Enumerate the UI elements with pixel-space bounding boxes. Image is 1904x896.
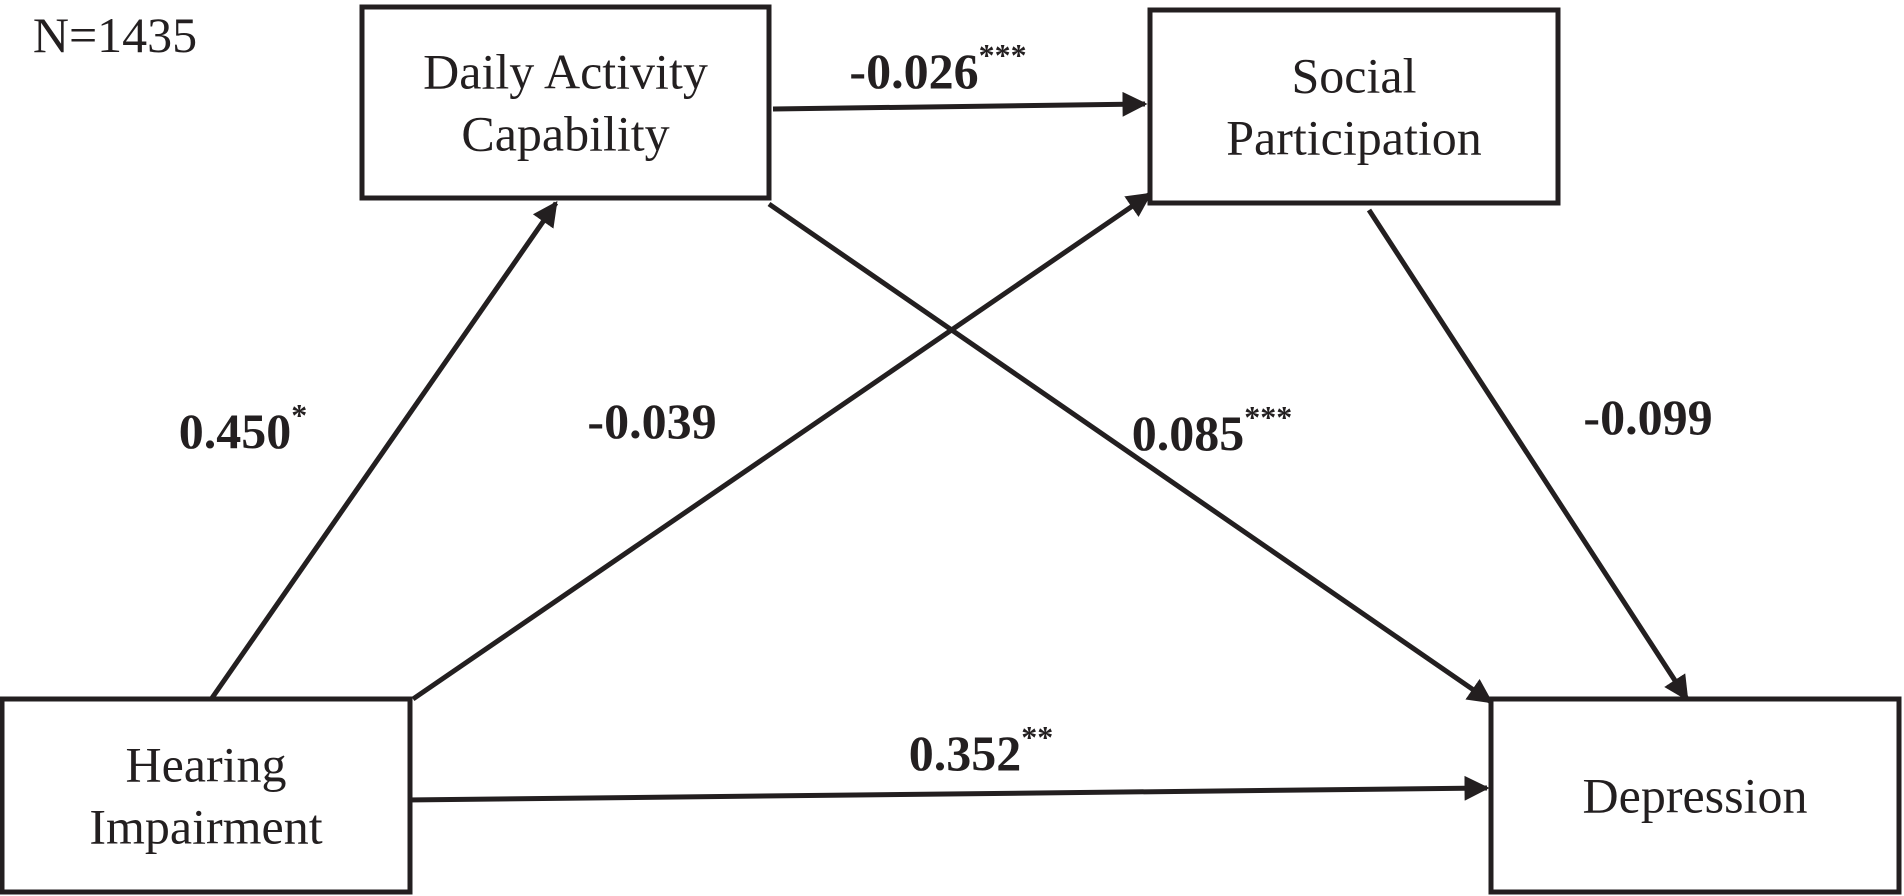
sample-size: N=1435 <box>33 7 197 63</box>
node-label: Daily Activity <box>423 44 708 100</box>
arrow <box>1366 208 1690 702</box>
edge-label: -0.026*** <box>849 37 1026 99</box>
significance: ** <box>1021 719 1053 755</box>
edge-label: 0.352** <box>909 719 1054 781</box>
coefficient: -0.039 <box>587 393 716 449</box>
significance: *** <box>979 37 1027 73</box>
node-label: Hearing <box>125 737 286 793</box>
significance: * <box>291 397 307 433</box>
node-label: Impairment <box>89 799 322 855</box>
arrow <box>772 91 1148 117</box>
node-box <box>1488 696 1902 895</box>
coefficient: -0.026 <box>849 43 978 99</box>
node-label: Depression <box>1583 768 1808 824</box>
coefficient: 0.450 <box>179 403 292 459</box>
edge-label: -0.099 <box>1583 389 1712 445</box>
significance: *** <box>1244 399 1292 435</box>
node-box <box>1147 7 1561 206</box>
edge-label: 0.450* <box>179 397 308 459</box>
edge-label: -0.039 <box>587 393 716 449</box>
node-label: Capability <box>461 106 669 162</box>
arrow <box>767 201 1494 705</box>
node-label: Social <box>1292 48 1417 104</box>
coefficient: 0.085 <box>1132 405 1245 461</box>
node-box <box>0 696 413 895</box>
arrow <box>209 200 559 700</box>
node-label: Participation <box>1226 110 1482 166</box>
coefficient: 0.352 <box>909 725 1022 781</box>
arrow <box>404 775 1490 803</box>
node-box <box>359 4 772 201</box>
coefficient: -0.099 <box>1583 389 1712 445</box>
arrow <box>411 191 1153 702</box>
edge-label: 0.085*** <box>1132 399 1293 461</box>
